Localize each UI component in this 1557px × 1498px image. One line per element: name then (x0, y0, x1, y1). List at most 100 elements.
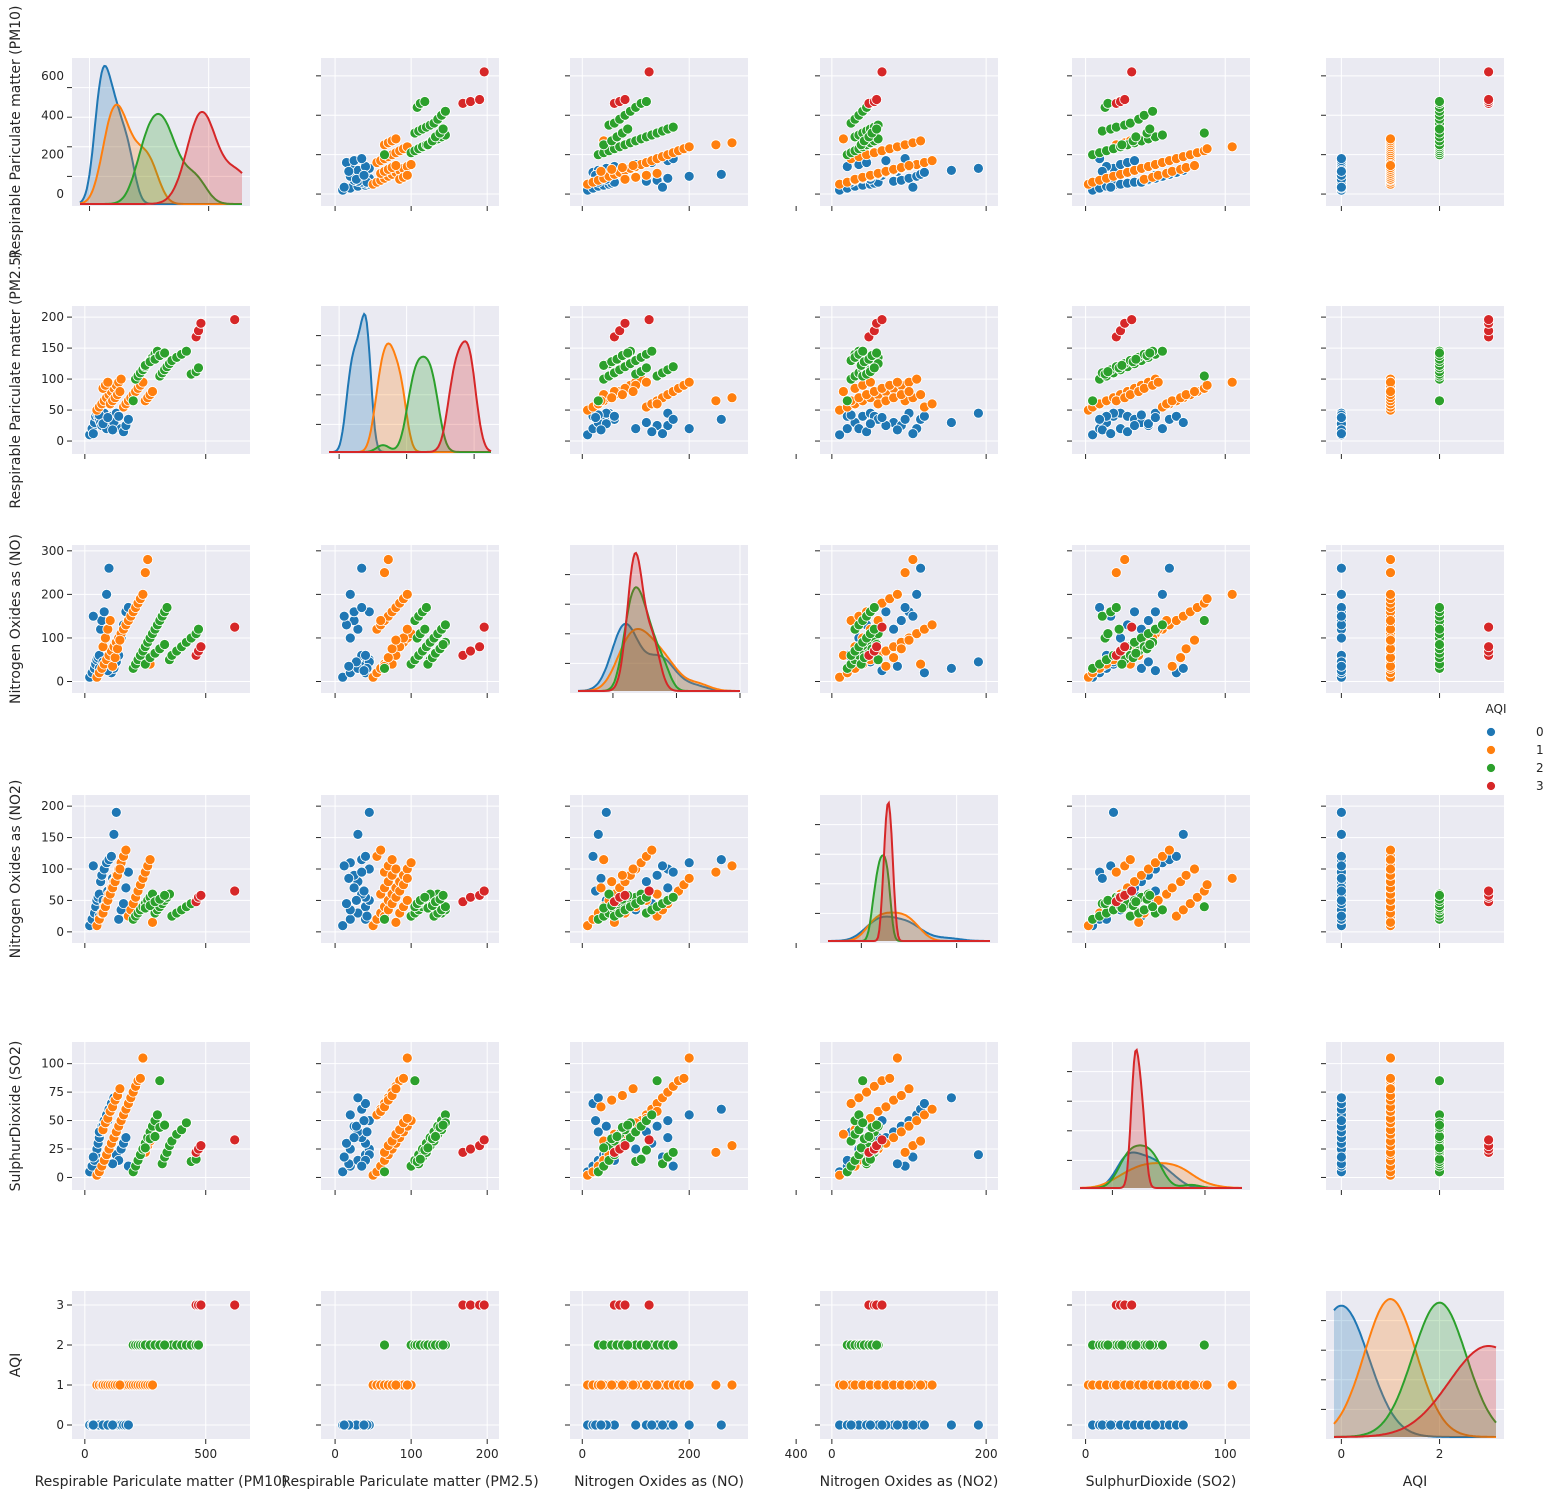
scatter-point-aqi-0 (662, 172, 674, 184)
x-axis-title: Respirable Pariculate matter (PM2.5) (281, 1474, 538, 1490)
scatter-point-aqi-1 (606, 1094, 618, 1106)
scatter-point-aqi-1 (114, 863, 126, 875)
scatter-point-aqi-1 (641, 1379, 652, 1391)
scatter-point-aqi-1 (651, 398, 663, 410)
scatter-point-aqi-0 (895, 615, 907, 626)
scatter-point-aqi-0 (907, 1419, 919, 1431)
panel-background (1326, 1291, 1504, 1439)
scatter-point-aqi-3 (643, 1299, 655, 1311)
scatter-point-aqi-2 (1116, 658, 1128, 670)
scatter-point-aqi-1 (710, 395, 722, 407)
scatter-point-aqi-1 (1180, 869, 1192, 881)
scatter-point-aqi-0 (1150, 665, 1161, 676)
scatter-point-aqi-0 (87, 428, 99, 440)
scatter-point-aqi-2 (1110, 602, 1122, 613)
scatter-point-aqi-1 (903, 1083, 915, 1095)
y-axis-title: Nitrogen Oxides as (NO2) (8, 780, 24, 959)
scatter-point-aqi-0 (662, 1115, 674, 1126)
scatter-point-aqi-1 (888, 1132, 899, 1143)
scatter-point-aqi-2 (1144, 123, 1156, 135)
scatter-point-aqi-2 (1102, 1339, 1114, 1351)
scatter-point-aqi-0 (102, 412, 114, 423)
scatter-point-aqi-0 (834, 429, 845, 441)
legend-marker-aqi-1 (1486, 745, 1496, 755)
scatter-point-aqi-0 (715, 413, 727, 425)
panel-r5-c2: 0 200 400 (565, 1291, 808, 1461)
scatter-point-aqi-0 (600, 807, 612, 818)
scatter-point-aqi-1 (102, 376, 114, 388)
scatter-point-aqi-0 (630, 423, 642, 435)
scatter-point-aqi-1 (899, 1147, 911, 1158)
scatter-point-aqi-2 (127, 395, 139, 407)
panel-r0-c0: 0 200 400 600 (41, 58, 250, 211)
scatter-point-aqi-1 (892, 376, 903, 388)
scatter-point-aqi-1 (1385, 589, 1396, 600)
panel-r0-c5 (1321, 58, 1504, 211)
scatter-point-aqi-0 (715, 854, 727, 865)
scatter-point-aqi-2 (667, 1147, 679, 1158)
y-axis-title: SulphurDioxide (SO2) (8, 1041, 24, 1192)
scatter-point-aqi-1 (926, 398, 938, 410)
scatter-point-aqi-0 (1171, 851, 1182, 862)
scatter-point-aqi-0 (1087, 429, 1098, 441)
y-tick-label: 50 (49, 893, 64, 907)
scatter-point-aqi-0 (350, 895, 362, 906)
scatter-point-aqi-0 (344, 589, 356, 600)
scatter-point-aqi-0 (1108, 807, 1119, 818)
scatter-point-aqi-1 (1385, 844, 1396, 856)
scatter-point-aqi-2 (1130, 131, 1142, 143)
scatter-point-aqi-0 (343, 165, 355, 177)
scatter-point-aqi-1 (678, 1073, 690, 1084)
scatter-point-aqi-1 (838, 133, 849, 145)
scatter-point-aqi-1 (919, 1109, 930, 1121)
panel-background (1326, 306, 1504, 454)
scatter-point-aqi-0 (667, 866, 679, 878)
scatter-point-aqi-0 (899, 602, 911, 613)
kde-fill-aqi-3 (80, 112, 242, 204)
scatter-point-aqi-1 (1226, 376, 1238, 388)
panel-r4-c0: 0 25 50 75 100 (41, 1042, 250, 1195)
scatter-point-aqi-0 (1336, 1092, 1347, 1104)
scatter-point-aqi-2 (379, 913, 390, 925)
scatter-point-aqi-0 (87, 610, 99, 622)
scatter-point-aqi-0 (667, 1160, 679, 1172)
y-tick-label: 100 (41, 1057, 64, 1071)
y-tick-label: 25 (49, 1142, 64, 1156)
scatter-point-aqi-3 (1483, 641, 1494, 653)
scatter-point-aqi-1 (1157, 851, 1168, 862)
scatter-point-aqi-2 (863, 1131, 875, 1142)
scatter-point-aqi-0 (1150, 412, 1161, 423)
scatter-point-aqi-1 (390, 863, 402, 875)
scatter-point-aqi-2 (641, 96, 652, 107)
scatter-point-aqi-0 (1336, 910, 1347, 922)
scatter-point-aqi-0 (344, 1109, 356, 1121)
legend-marker-aqi-0 (1486, 727, 1496, 737)
scatter-point-aqi-0 (915, 562, 926, 574)
scatter-point-aqi-1 (911, 1115, 923, 1126)
scatter-point-aqi-2 (420, 602, 432, 613)
scatter-point-aqi-0 (651, 869, 663, 881)
scatter-point-aqi-3 (876, 1299, 888, 1311)
scatter-point-aqi-0 (1336, 1115, 1347, 1126)
kde-fill-aqi-1 (1334, 1299, 1496, 1437)
x-tick-label: 0 (1082, 1447, 1090, 1461)
scatter-point-aqi-1 (903, 1120, 915, 1132)
panel-r4-c4 (1067, 1042, 1250, 1195)
scatter-point-aqi-1 (137, 589, 149, 600)
x-axis-title: AQI (1403, 1474, 1427, 1490)
panel-r0-c1 (316, 58, 499, 211)
scatter-point-aqi-1 (884, 1073, 896, 1084)
scatter-point-aqi-0 (1171, 410, 1182, 422)
scatter-point-aqi-0 (358, 885, 370, 897)
scatter-point-aqi-0 (907, 610, 919, 622)
scatter-point-aqi-1 (147, 386, 158, 397)
scatter-point-aqi-1 (144, 854, 156, 865)
scatter-point-aqi-2 (598, 1142, 610, 1154)
scatter-point-aqi-0 (657, 428, 668, 440)
scatter-point-aqi-0 (337, 1166, 349, 1178)
scatter-point-aqi-2 (414, 1153, 426, 1165)
scatter-point-aqi-2 (379, 149, 390, 161)
scatter-point-aqi-2 (1434, 1142, 1445, 1154)
